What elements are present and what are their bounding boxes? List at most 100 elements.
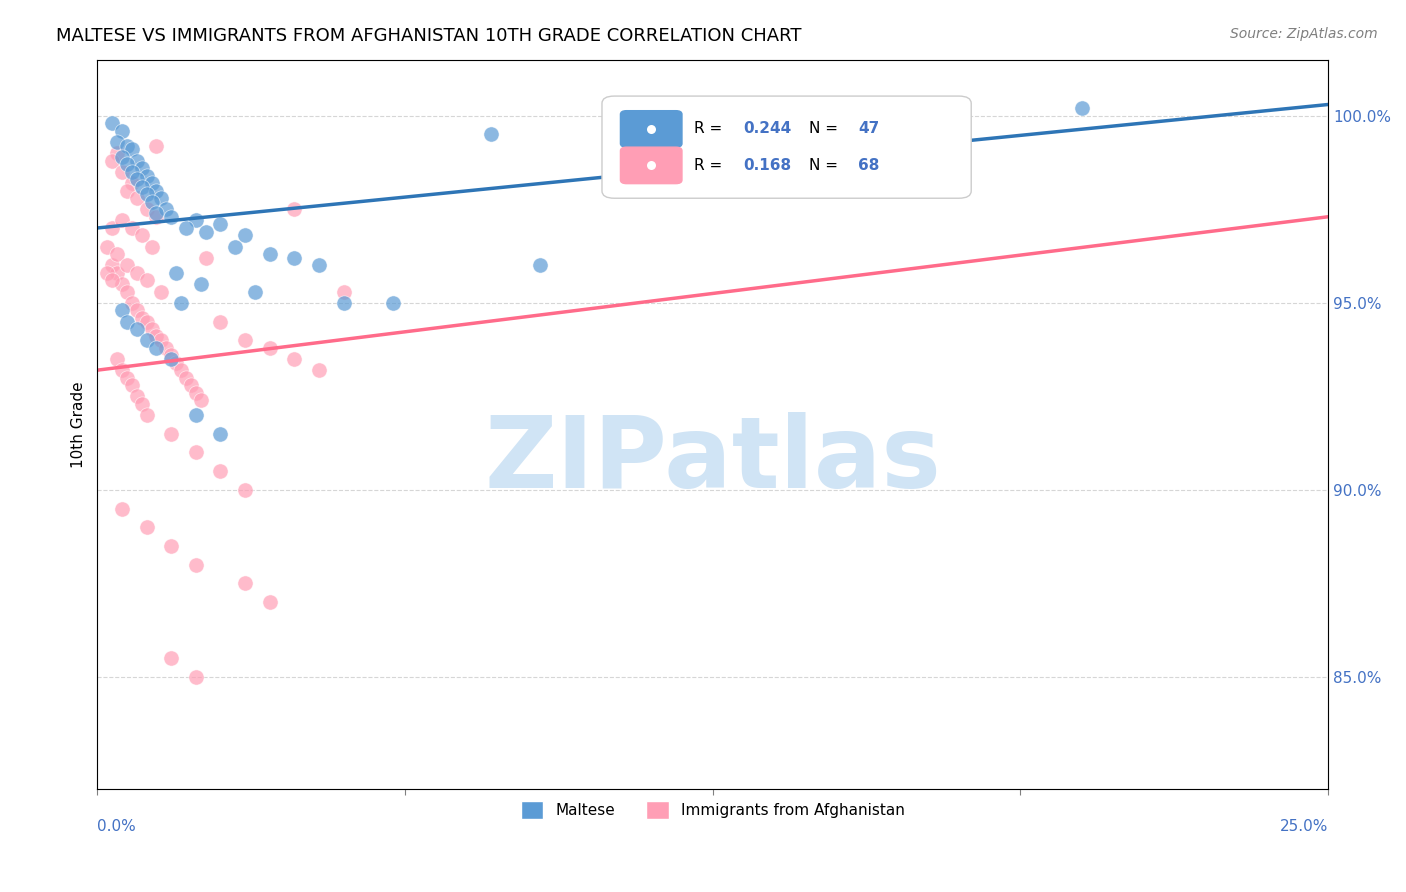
Point [145, 341, 167, 355]
Point [150, 191, 173, 205]
Point [170, 295, 193, 310]
Text: 68: 68 [858, 158, 879, 173]
Point [160, 348, 183, 362]
Point [243, 285, 266, 299]
Point [381, 295, 404, 310]
Point [101, 153, 124, 168]
Text: MALTESE VS IMMIGRANTS FROM AFGHANISTAN 10TH GRADE CORRELATION CHART: MALTESE VS IMMIGRANTS FROM AFGHANISTAN 1… [56, 27, 801, 45]
Point [190, 277, 212, 291]
Point [101, 259, 124, 273]
Text: 25.0%: 25.0% [1279, 819, 1329, 834]
Point [131, 310, 153, 325]
Point [209, 217, 232, 231]
Point [131, 397, 153, 411]
Point [308, 363, 330, 377]
Point [111, 363, 134, 377]
Point [135, 520, 157, 534]
Point [160, 426, 183, 441]
Text: ZIPatlas: ZIPatlas [484, 412, 941, 509]
Point [194, 225, 217, 239]
Point [125, 172, 148, 186]
Point [155, 341, 177, 355]
Point [184, 408, 207, 422]
Point [105, 266, 128, 280]
FancyBboxPatch shape [602, 96, 972, 198]
Point [259, 247, 281, 261]
Point [233, 483, 256, 497]
Point [105, 351, 128, 366]
Point [209, 314, 232, 328]
Point [160, 210, 183, 224]
FancyBboxPatch shape [620, 111, 682, 147]
Point [174, 370, 197, 384]
Point [135, 408, 157, 422]
Point [111, 124, 134, 138]
Point [184, 385, 207, 400]
Point [121, 142, 143, 156]
Point [184, 670, 207, 684]
Y-axis label: 10th Grade: 10th Grade [72, 381, 86, 467]
Point [160, 539, 183, 553]
Point [145, 206, 167, 220]
Point [283, 251, 305, 265]
Point [125, 153, 148, 168]
Point [101, 116, 124, 130]
Text: 0.168: 0.168 [744, 158, 792, 173]
FancyBboxPatch shape [620, 147, 682, 184]
Point [135, 202, 157, 217]
Point [184, 213, 207, 227]
Point [160, 651, 183, 665]
Point [145, 184, 167, 198]
Point [135, 169, 157, 183]
Point [141, 322, 163, 336]
Point [150, 333, 173, 347]
Point [135, 187, 157, 202]
Point [111, 501, 134, 516]
Point [141, 240, 163, 254]
Point [131, 161, 153, 175]
Legend: Maltese, Immigrants from Afghanistan: Maltese, Immigrants from Afghanistan [515, 795, 911, 825]
Point [111, 165, 134, 179]
Point [125, 303, 148, 318]
Point [105, 146, 128, 161]
Point [184, 445, 207, 459]
Point [111, 150, 134, 164]
Point [479, 128, 502, 142]
Point [131, 228, 153, 243]
Point [1071, 101, 1094, 115]
Point [115, 259, 138, 273]
Point [121, 176, 143, 190]
Point [233, 576, 256, 591]
Point [150, 285, 173, 299]
Point [101, 273, 124, 287]
Point [170, 363, 193, 377]
Point [174, 221, 197, 235]
Text: 0.244: 0.244 [744, 121, 792, 136]
Point [190, 393, 212, 408]
Point [141, 194, 163, 209]
Point [135, 314, 157, 328]
Text: R =: R = [695, 121, 727, 136]
Point [135, 333, 157, 347]
Point [332, 285, 354, 299]
Point [180, 378, 202, 392]
Text: Source: ZipAtlas.com: Source: ZipAtlas.com [1230, 27, 1378, 41]
Point [115, 157, 138, 171]
Point [529, 259, 551, 273]
Point [224, 240, 246, 254]
Point [121, 295, 143, 310]
Point [105, 247, 128, 261]
Point [145, 138, 167, 153]
Text: R =: R = [695, 158, 727, 173]
Point [209, 426, 232, 441]
Point [308, 259, 330, 273]
Point [160, 351, 183, 366]
Point [121, 165, 143, 179]
Point [101, 221, 124, 235]
Point [233, 228, 256, 243]
Point [259, 595, 281, 609]
Point [125, 389, 148, 403]
Text: N =: N = [808, 121, 842, 136]
Point [121, 378, 143, 392]
Point [155, 202, 177, 217]
